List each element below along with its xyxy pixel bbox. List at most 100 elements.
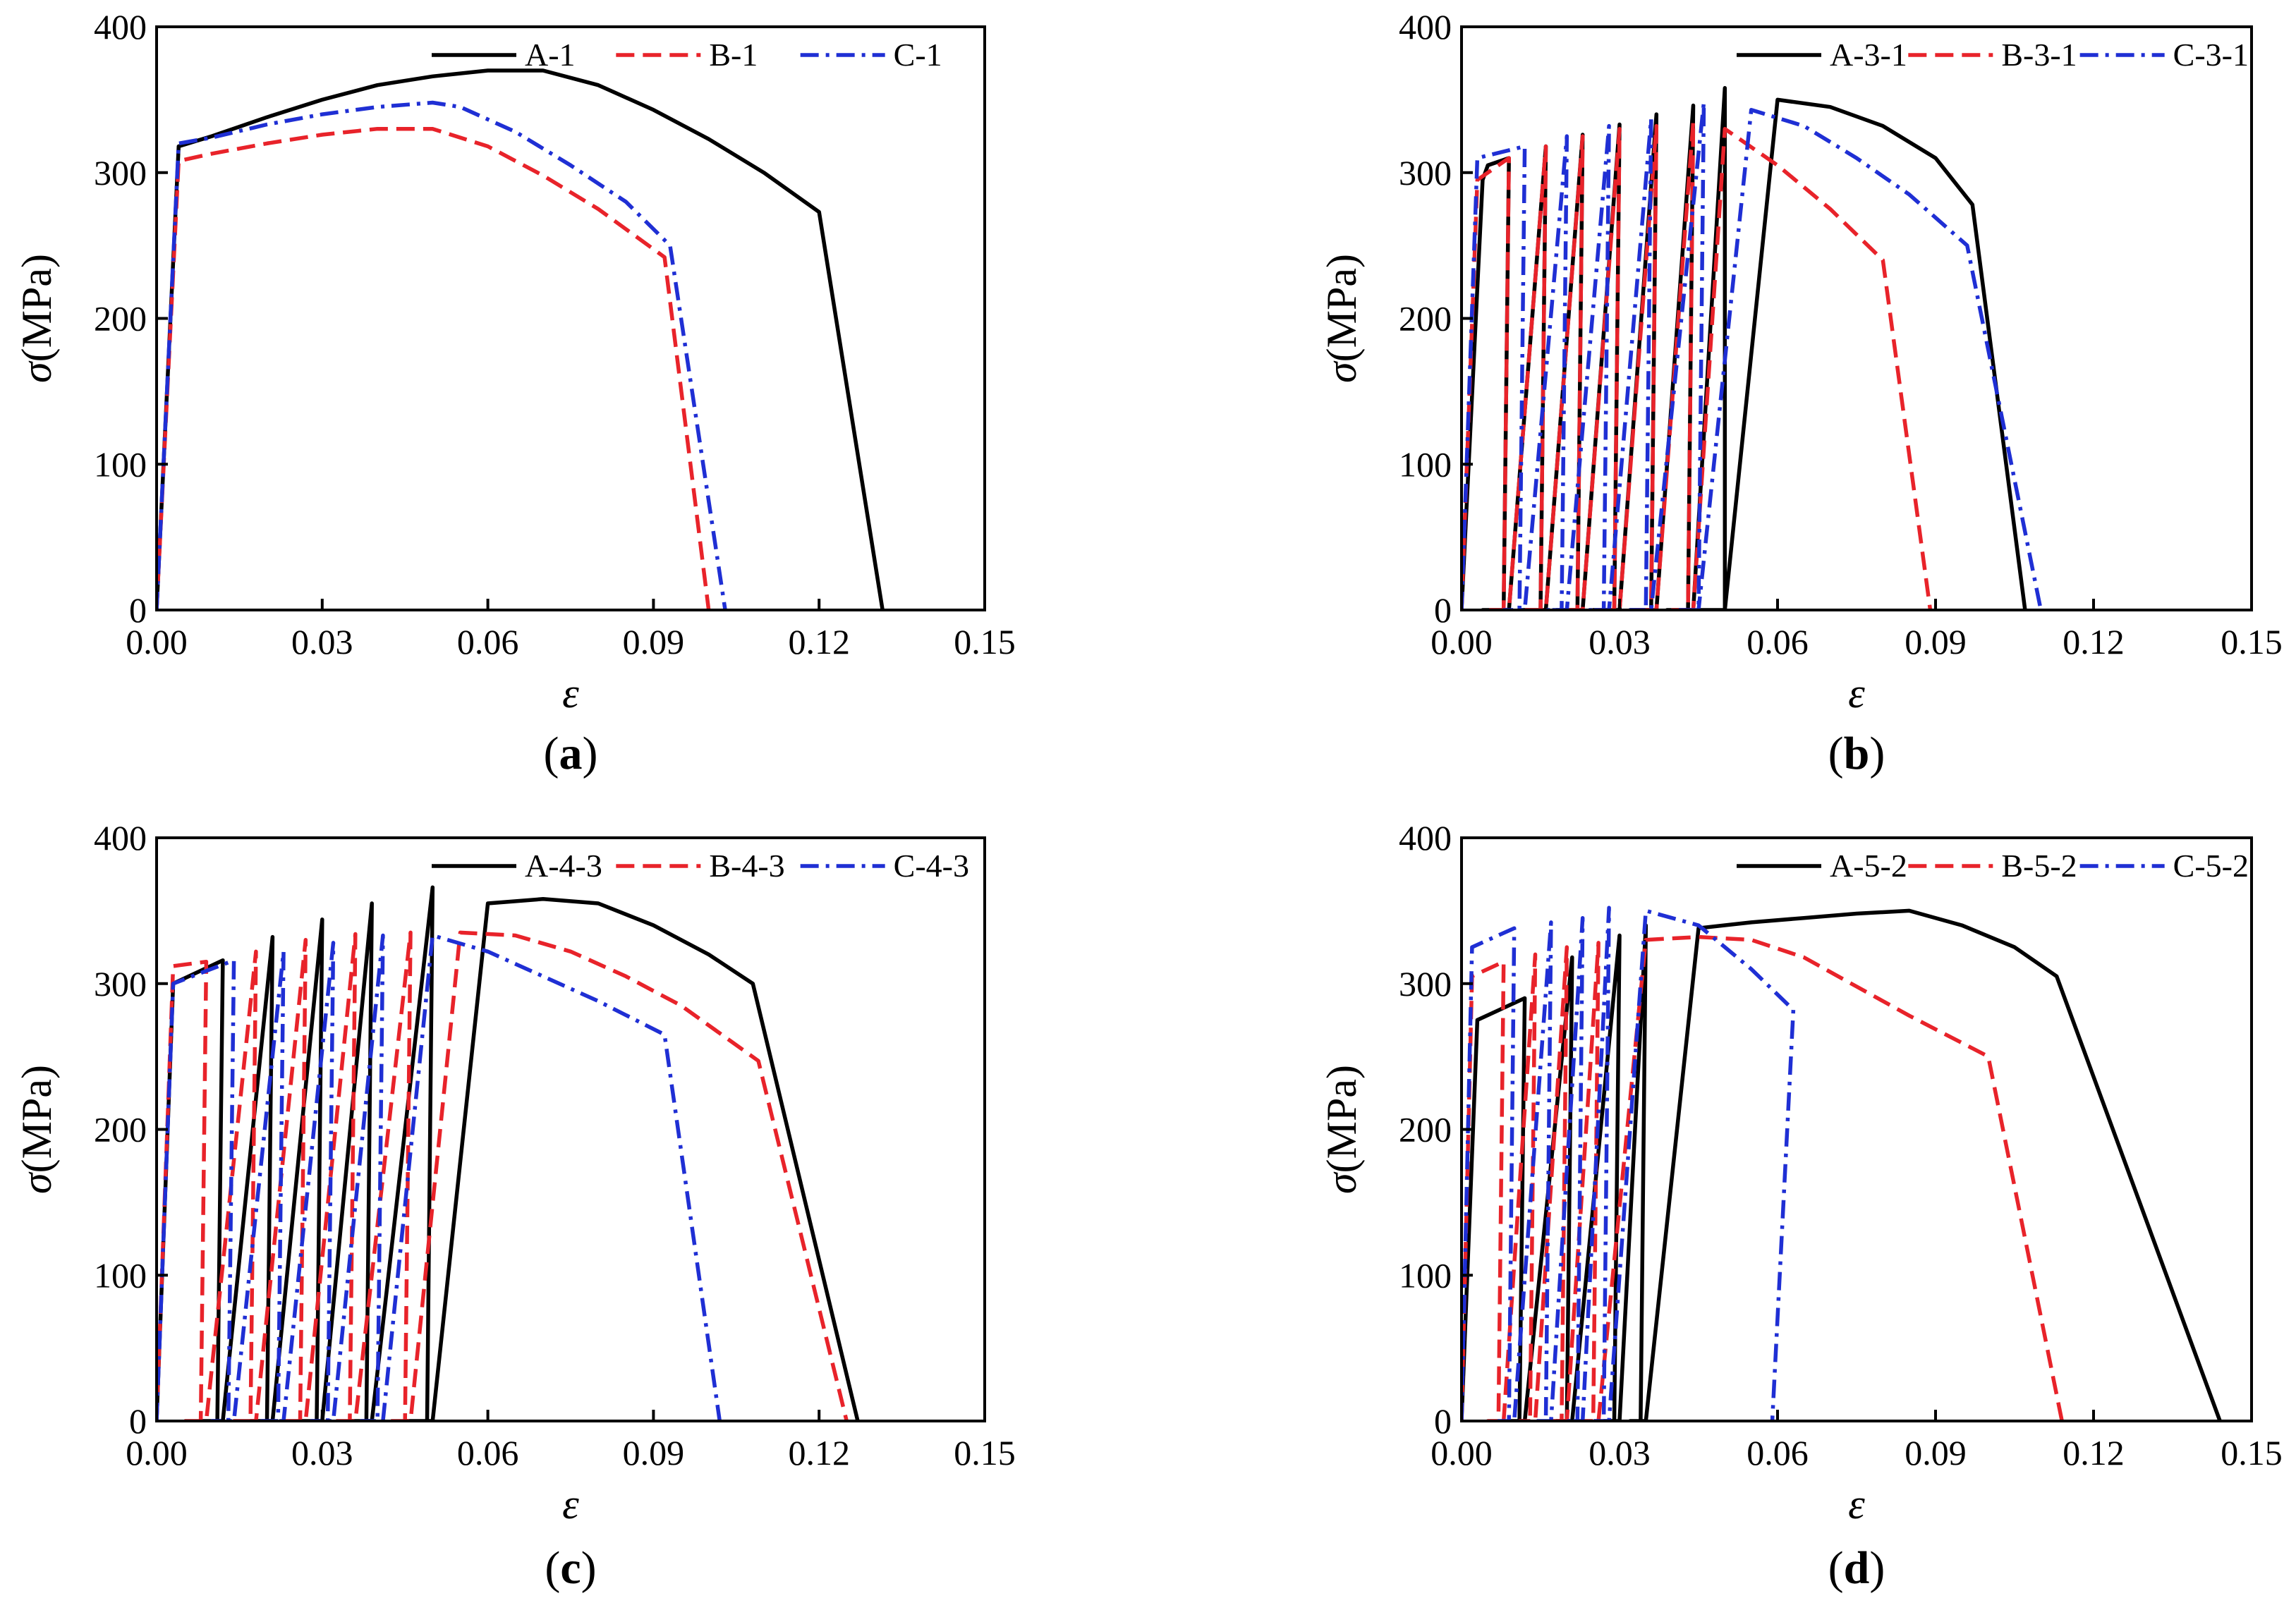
y-tick-label: 200 <box>94 1110 147 1150</box>
legend-label-C-3-1: C-3-1 <box>2173 37 2249 73</box>
legend-label-C-1: C-1 <box>894 37 942 73</box>
y-tick-label: 100 <box>94 1255 147 1295</box>
series-group <box>1462 905 2222 1421</box>
y-tick-label: 100 <box>94 444 147 484</box>
series-line-C-3-1 <box>1462 100 2043 610</box>
y-tick-label: 0 <box>1434 1401 1452 1441</box>
x-tick-label: 0.15 <box>954 622 1016 661</box>
series-line-B-4-3 <box>157 930 849 1421</box>
y-tick-label: 200 <box>94 299 147 339</box>
x-tick-label: 0.09 <box>623 622 685 661</box>
y-axis-unit: (MPa) <box>13 254 60 362</box>
x-tick-label: 0.00 <box>1431 1433 1493 1472</box>
panel-label-close: ) <box>581 1542 597 1594</box>
legend: A-3-1 B-3-1 C-3-1 <box>1737 37 2249 73</box>
chart-panel-b: 0.00 0.03 0.06 0.09 0.12 0.150100200300400εσ(… <box>1318 7 2283 779</box>
series-line-C-4-3 <box>157 933 722 1421</box>
legend-label-A-4-3: A-4-3 <box>525 848 602 884</box>
legend: A-1 B-1 C-1 <box>432 37 942 73</box>
panel-label-open: ( <box>545 1542 560 1594</box>
legend: A-5-2 B-5-2 C-5-2 <box>1737 848 2249 884</box>
y-axis-unit: (MPa) <box>1318 1065 1365 1173</box>
panel-label: (b) <box>1828 728 1885 779</box>
x-tick-label: 0.12 <box>2063 622 2125 661</box>
y-tick-label: 0 <box>129 590 147 630</box>
y-tick-label: 400 <box>1399 7 1452 47</box>
legend-label-A-5-2: A-5-2 <box>1830 848 1907 884</box>
panel-label-letter: d <box>1844 1542 1870 1594</box>
y-axis-symbol: σ <box>1318 360 1365 383</box>
chart-panel-c: 0.00 0.03 0.06 0.09 0.12 0.150100200300400εσ(… <box>13 818 1016 1594</box>
y-tick-label: 100 <box>1399 444 1452 484</box>
series-line-C-5-2 <box>1462 905 1796 1421</box>
y-tick-label: 300 <box>94 153 147 193</box>
panel-label: (d) <box>1828 1542 1885 1594</box>
y-axis-title: σ(MPa) <box>1318 254 1365 383</box>
panel-label-open: ( <box>1828 728 1844 779</box>
panel-label-letter: c <box>560 1542 581 1594</box>
y-axis-symbol: σ <box>13 360 60 383</box>
panel-label-close: ) <box>583 728 598 779</box>
x-tick-label: 0.03 <box>1589 622 1651 661</box>
y-tick-label: 200 <box>1399 299 1452 339</box>
x-tick-label: 0.03 <box>291 622 353 661</box>
x-tick-label: 0.09 <box>623 1433 685 1472</box>
legend-label-A-1: A-1 <box>525 37 576 73</box>
x-tick-label: 0.09 <box>1905 1433 1967 1472</box>
y-tick-label: 0 <box>1434 590 1452 630</box>
y-axis-unit: (MPa) <box>1318 254 1365 362</box>
panel-label-close: ) <box>1869 1542 1885 1594</box>
series-group <box>157 885 860 1421</box>
series-line-B-5-2 <box>1462 934 2064 1421</box>
x-tick-label: 0.09 <box>1905 622 1967 661</box>
y-axis-unit: (MPa) <box>13 1065 60 1173</box>
x-tick-label: 0.03 <box>291 1433 353 1472</box>
chart-panel-d: 0.00 0.03 0.06 0.09 0.12 0.150100200300400εσ(… <box>1318 818 2283 1594</box>
y-axis-title: σ(MPa) <box>1318 1065 1365 1194</box>
x-axis-title: ε <box>562 670 579 717</box>
x-tick-label: 0.00 <box>126 1433 188 1472</box>
legend-label-B-4-3: B-4-3 <box>709 848 784 884</box>
x-tick-label: 0.06 <box>457 622 519 661</box>
y-axis-symbol: σ <box>1318 1171 1365 1194</box>
y-tick-label: 400 <box>94 7 147 47</box>
y-axis-title: σ(MPa) <box>13 254 60 383</box>
panel-label: (a) <box>544 728 598 779</box>
y-tick-label: 100 <box>1399 1255 1452 1295</box>
legend: A-4-3 B-4-3 C-4-3 <box>432 848 969 884</box>
panel-label-letter: a <box>559 728 583 779</box>
x-tick-label: 0.00 <box>126 622 188 661</box>
x-tick-label: 0.15 <box>2221 1433 2283 1472</box>
y-tick-label: 200 <box>1399 1110 1452 1150</box>
series-line-B-1 <box>157 126 711 610</box>
x-axis-title: ε <box>1848 1481 1865 1528</box>
panel-label-open: ( <box>544 728 559 779</box>
series-line-A-4-3 <box>157 885 860 1421</box>
x-axis-title: ε <box>562 1481 579 1528</box>
y-tick-label: 300 <box>94 964 147 1004</box>
series-group <box>157 68 885 610</box>
y-tick-label: 300 <box>1399 153 1452 193</box>
legend-label-B-5-2: B-5-2 <box>2001 848 2077 884</box>
x-tick-label: 0.06 <box>1747 622 1809 661</box>
panel-label-letter: b <box>1844 728 1870 779</box>
series-line-A-1 <box>157 68 885 610</box>
x-tick-label: 0.06 <box>1747 1433 1809 1472</box>
x-tick-label: 0.15 <box>954 1433 1016 1472</box>
panel-label: (c) <box>545 1542 596 1594</box>
y-axis-symbol: σ <box>13 1171 60 1194</box>
x-tick-label: 0.00 <box>1431 622 1493 661</box>
y-tick-label: 400 <box>1399 818 1452 858</box>
panel-label-open: ( <box>1828 1542 1844 1594</box>
y-axis-title: σ(MPa) <box>13 1065 60 1194</box>
x-tick-label: 0.06 <box>457 1433 519 1472</box>
legend-label-B-3-1: B-3-1 <box>2001 37 2077 73</box>
series-group <box>1462 86 2043 610</box>
series-line-A-5-2 <box>1462 908 2222 1421</box>
panel-label-close: ) <box>1869 728 1885 779</box>
legend-label-C-4-3: C-4-3 <box>894 848 969 884</box>
chart-panel-a: 0.00 0.03 0.06 0.09 0.12 0.150100200300400εσ(… <box>13 7 1016 779</box>
y-tick-label: 0 <box>129 1401 147 1441</box>
y-tick-label: 400 <box>94 818 147 858</box>
